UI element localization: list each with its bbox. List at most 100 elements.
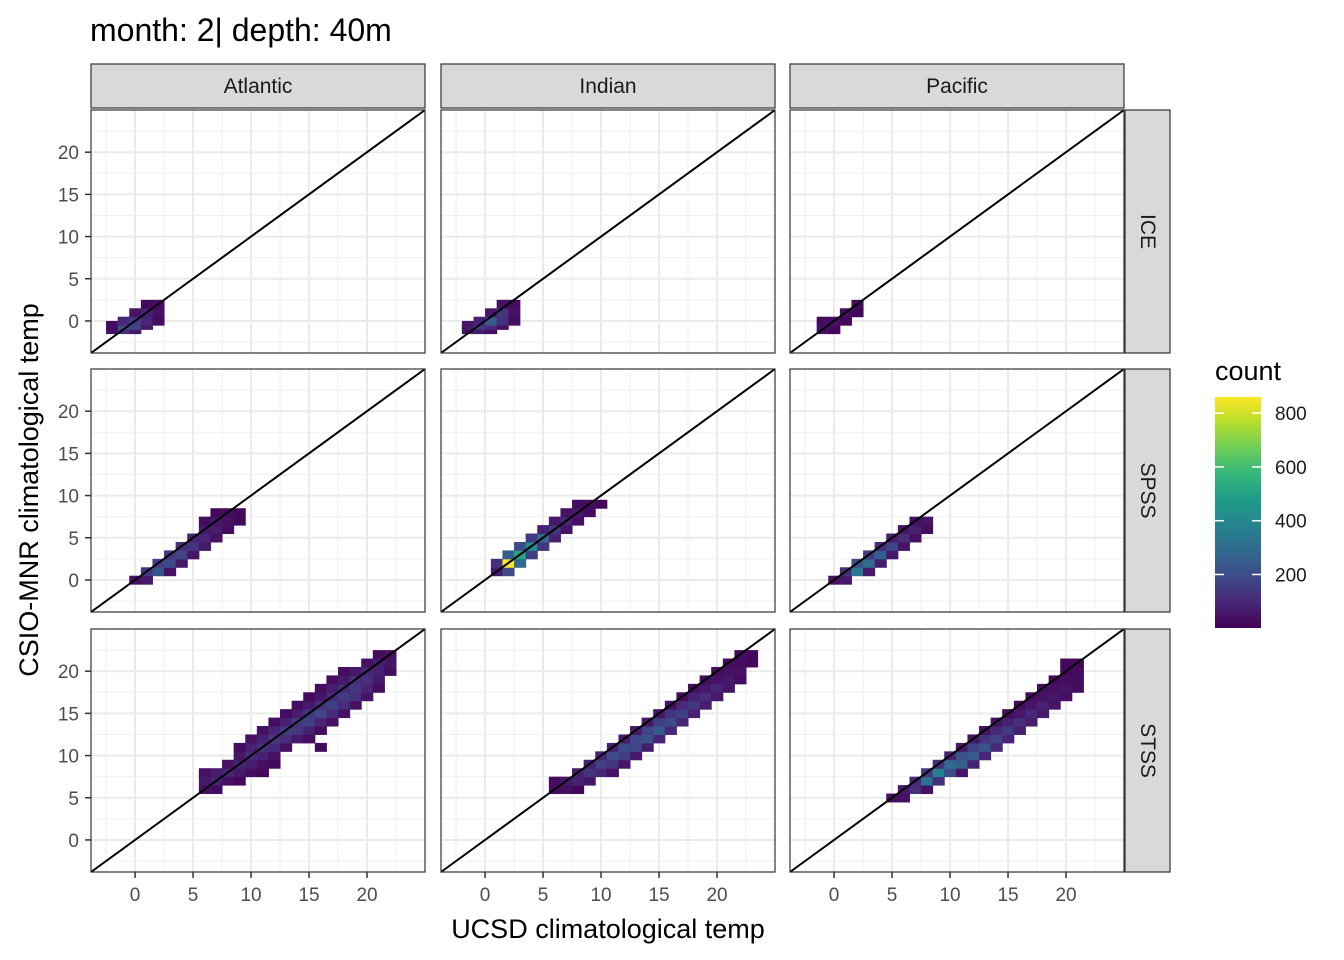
heatmap-tile xyxy=(502,567,515,577)
heatmap-tile xyxy=(1013,709,1026,719)
legend-colorbar xyxy=(1215,397,1261,628)
heatmap-tile xyxy=(560,508,573,518)
heatmap-tile xyxy=(1002,734,1015,744)
heatmap-tile xyxy=(990,742,1003,752)
heatmap-tile xyxy=(688,692,701,702)
heatmap-tile xyxy=(955,751,968,761)
heatmap-tile xyxy=(595,759,608,769)
heatmap-tile xyxy=(839,316,852,326)
heatmap-tile xyxy=(152,316,165,326)
heatmap-tile xyxy=(349,692,362,702)
heatmap-tile xyxy=(303,717,316,727)
heatmap-tile xyxy=(361,692,374,702)
x-tick-label: 0 xyxy=(480,885,491,906)
heatmap-tile xyxy=(921,785,934,795)
heatmap-tile xyxy=(198,541,211,551)
heatmap-tile xyxy=(496,316,509,326)
y-tick-label: 15 xyxy=(58,444,79,465)
heatmap-tile xyxy=(874,558,887,568)
heatmap-tile xyxy=(1048,683,1061,693)
heatmap-tile xyxy=(1025,717,1038,727)
heatmap-tile xyxy=(909,533,922,543)
heatmap-tile xyxy=(291,700,304,710)
heatmap-tile xyxy=(641,734,654,744)
heatmap-tile xyxy=(256,751,269,761)
heatmap-tile xyxy=(548,776,561,786)
heatmap-tile xyxy=(314,683,327,693)
y-tick-label: 15 xyxy=(58,704,79,725)
heatmap-tile xyxy=(485,316,498,326)
heatmap-tile xyxy=(676,717,689,727)
panel-indian-stss xyxy=(440,628,776,873)
x-tick-label: 0 xyxy=(829,885,840,906)
heatmap-tile xyxy=(630,742,643,752)
heatmap-tile xyxy=(338,675,351,685)
heatmap-tile xyxy=(384,658,397,668)
strip-row-label: ICE xyxy=(1136,214,1159,249)
heatmap-tile xyxy=(990,726,1003,735)
heatmap-tile xyxy=(338,692,351,702)
heatmap-tile xyxy=(280,742,293,752)
heatmap-tile xyxy=(618,759,631,769)
heatmap-tile xyxy=(606,759,619,769)
strip-col-label: Atlantic xyxy=(224,75,293,98)
heatmap-tile xyxy=(572,516,585,526)
heatmap-tile xyxy=(618,751,631,761)
heatmap-tile xyxy=(140,299,153,309)
heatmap-tile xyxy=(233,768,246,778)
heatmap-tile xyxy=(256,759,269,769)
x-tick-label: 10 xyxy=(590,885,611,906)
heatmap-tile xyxy=(326,700,339,710)
heatmap-tile xyxy=(303,700,316,710)
heatmap-tile xyxy=(583,776,596,786)
strip-row-stss xyxy=(1124,628,1171,873)
heatmap-tile xyxy=(630,751,643,761)
heatmap-tile xyxy=(886,550,899,560)
heatmap-tile xyxy=(152,567,165,577)
heatmap-tile xyxy=(583,508,596,518)
panel-indian-spss xyxy=(440,368,776,613)
heatmap-tile xyxy=(548,516,561,526)
heatmap-tile xyxy=(676,709,689,719)
heatmap-tile xyxy=(886,541,899,551)
heatmap-tile xyxy=(537,541,550,551)
heatmap-tile xyxy=(268,742,281,752)
heatmap-tile xyxy=(129,308,142,318)
y-tick-label: 5 xyxy=(68,529,79,550)
panel-atlantic-stss xyxy=(90,628,426,873)
heatmap-tile xyxy=(1037,700,1050,710)
panel-pacific-ice xyxy=(789,109,1125,354)
heatmap-tile xyxy=(548,533,561,543)
heatmap-tile xyxy=(461,320,474,330)
legend-tick-label: 400 xyxy=(1275,512,1307,533)
heatmap-tile xyxy=(979,751,992,761)
strip-col-label: Pacific xyxy=(926,75,988,98)
heatmap-tile xyxy=(699,700,712,710)
heatmap-tile xyxy=(664,726,677,735)
facet-grid: Atlantic Indian Pacific ICE SPSS STSS 0 5 10 15 20… xyxy=(58,63,1171,906)
identity-line xyxy=(440,628,776,873)
heatmap-tile xyxy=(210,785,223,795)
heatmap-tile xyxy=(1002,717,1015,727)
heatmap-tile xyxy=(514,558,527,568)
heatmap-tile xyxy=(187,541,200,551)
legend-tick-label: 600 xyxy=(1275,458,1307,479)
heatmap-tile xyxy=(514,541,527,551)
heatmap-tile xyxy=(164,567,177,577)
heatmap-tile xyxy=(175,558,188,568)
panel-pacific-stss xyxy=(789,628,1125,873)
heatmap-tile xyxy=(897,793,910,803)
heatmap-tile xyxy=(175,550,188,560)
panel-border xyxy=(90,109,426,354)
heatmap-tile xyxy=(595,768,608,778)
panel-border xyxy=(440,368,776,613)
heatmap-tile xyxy=(210,533,223,543)
x-tick-label: 5 xyxy=(538,885,549,906)
heatmap-tile xyxy=(222,759,235,769)
heatmap-tile xyxy=(688,709,701,719)
panel-indian-ice xyxy=(440,109,776,354)
heatmap-tile xyxy=(897,541,910,551)
panel-atlantic-spss xyxy=(90,368,426,613)
heatmap-tile xyxy=(1060,658,1073,668)
heatmap-tile xyxy=(979,742,992,752)
